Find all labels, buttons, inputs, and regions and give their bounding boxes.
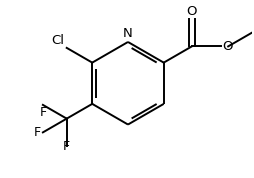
Text: F: F — [34, 126, 41, 139]
Text: N: N — [123, 27, 133, 40]
Text: O: O — [187, 5, 197, 18]
Text: F: F — [63, 140, 70, 153]
Text: F: F — [39, 106, 46, 119]
Text: Cl: Cl — [52, 34, 65, 47]
Text: O: O — [222, 40, 233, 53]
